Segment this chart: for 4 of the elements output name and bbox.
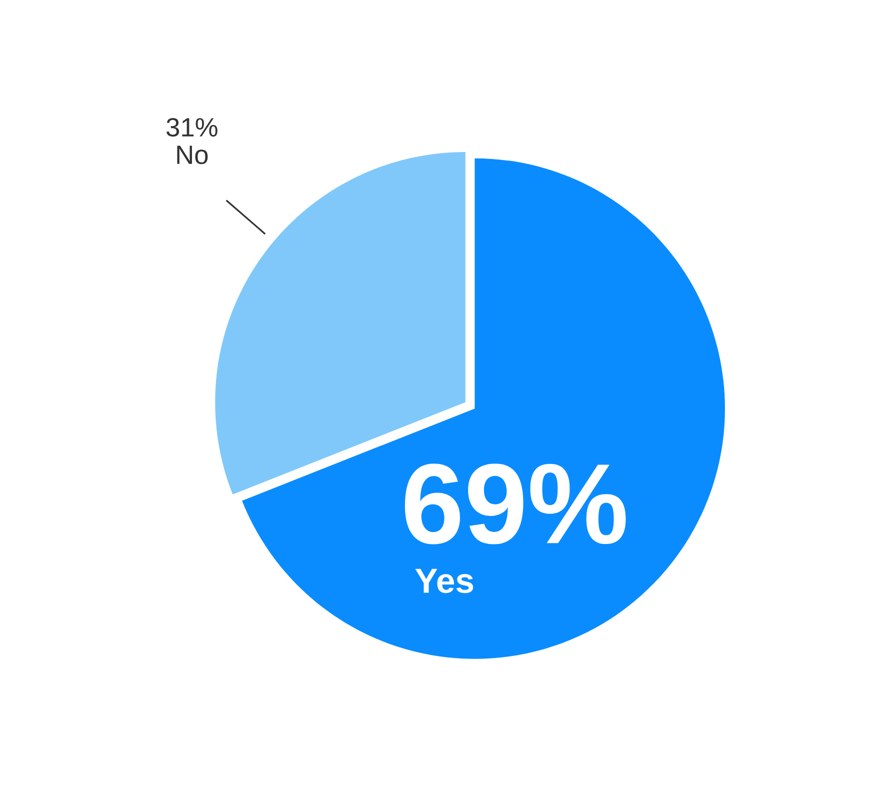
data-label: 31% [166, 118, 218, 137]
slice-label: No [177, 146, 208, 164]
slice-label: Yes [415, 568, 474, 594]
data-label: 69% [404, 464, 626, 544]
